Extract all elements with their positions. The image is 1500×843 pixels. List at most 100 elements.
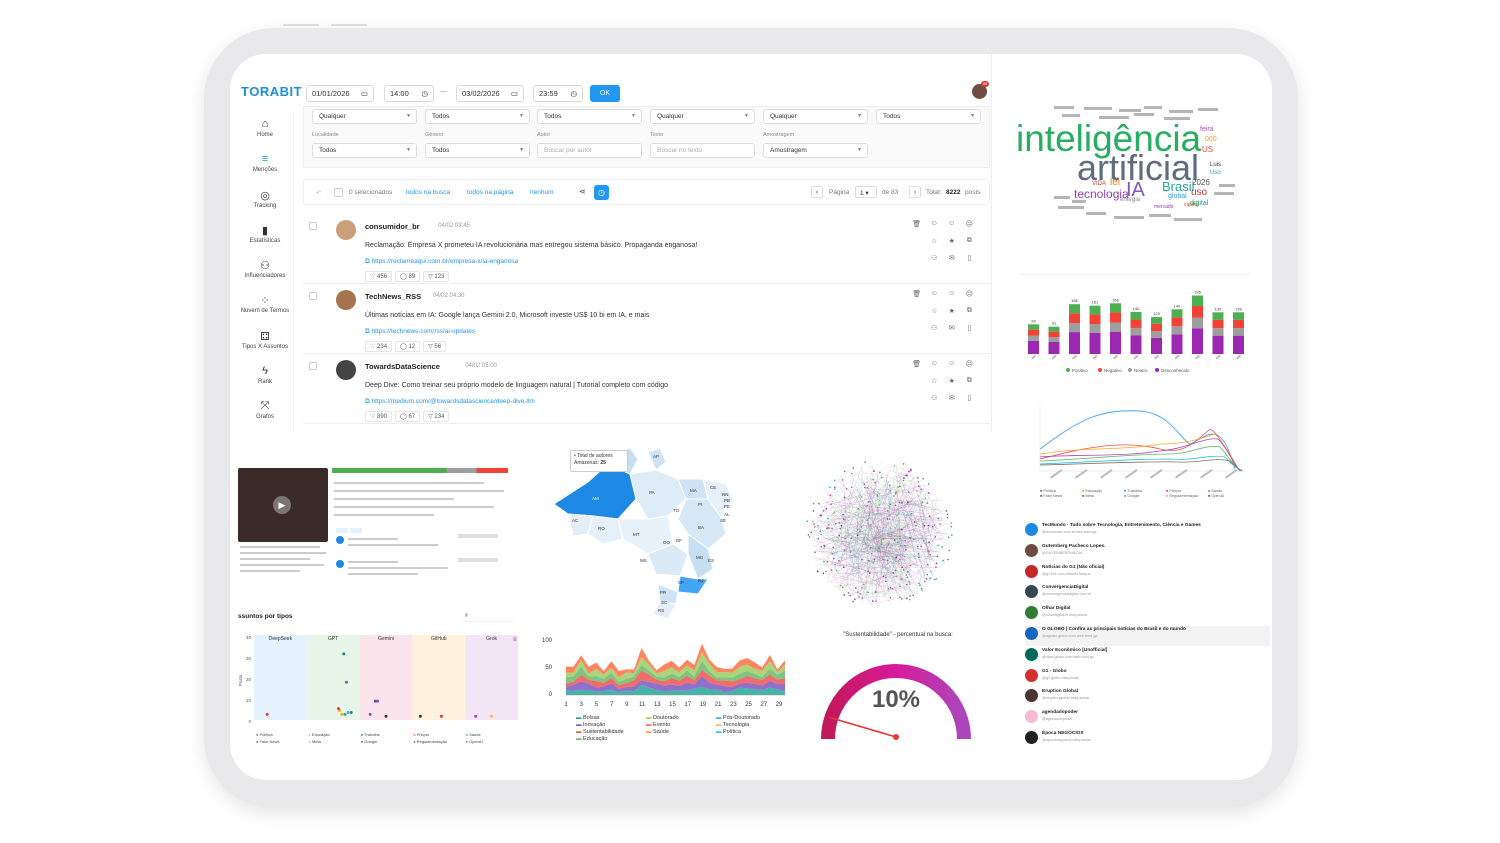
post-link[interactable]: ⧉ https://reclameaqui.com.br/empresa-x/i…: [365, 258, 518, 266]
star-outline-icon[interactable]: ☆: [931, 308, 938, 315]
sidebar-item-nuvem[interactable]: ⁘ Nuvem de Termos: [236, 294, 294, 314]
file-icon[interactable]: ▯: [967, 255, 972, 262]
select-all-checkbox[interactable]: [334, 188, 343, 197]
influencer-item[interactable]: Notícias do G1 (Não oficial) @g1.bot.nos.…: [1025, 564, 1270, 584]
neutral-icon[interactable]: ☺: [948, 360, 956, 367]
post-link[interactable]: ⧉ https://medium.com/@towardsdatascience…: [365, 398, 535, 406]
mail-icon[interactable]: ✉: [948, 395, 955, 402]
select-none-link[interactable]: nenhum: [530, 189, 554, 196]
next-page-button[interactable]: ›: [909, 186, 921, 198]
state-goias-ms[interactable]: [647, 543, 689, 577]
state-amapa[interactable]: [647, 447, 667, 471]
influencer-item[interactable]: G1 - Globo @g1.globo.bsky.brasil: [1025, 668, 1270, 688]
state-bahia-pi-to[interactable]: [677, 498, 727, 550]
select-all-page-link[interactable]: todos na página: [467, 189, 514, 196]
date-from-input[interactable]: 01/01/2026 ▭: [306, 85, 374, 102]
scatter-search-input[interactable]: #: [463, 611, 513, 622]
post-checkbox[interactable]: [309, 222, 317, 230]
sad-icon[interactable]: ☹: [965, 361, 973, 368]
filter-select[interactable]: Qualquer ▼: [763, 109, 868, 124]
undo-icon[interactable]: ↶: [316, 190, 322, 197]
select-all-search-link[interactable]: todos na busca: [406, 189, 451, 196]
author-avatar[interactable]: [336, 220, 356, 240]
sidebar-item-rank[interactable]: ϟ Rank: [236, 365, 294, 385]
gender-select[interactable]: Todos ▼: [425, 143, 530, 158]
star-icon[interactable]: ★: [948, 378, 955, 385]
play-icon[interactable]: ▶: [273, 496, 291, 514]
influencer-item[interactable]: ConvergenciaDigital @convergenciadigital.…: [1025, 584, 1270, 604]
state-para[interactable]: [629, 469, 687, 520]
smile-icon[interactable]: ☺: [930, 220, 938, 227]
influencer-item[interactable]: Olhar Digital @olhardigital.tii.bsky.soci…: [1025, 605, 1270, 625]
share-icon[interactable]: ⋖: [579, 187, 586, 196]
sidebar-item-mencoes[interactable]: ≡ Menções: [236, 153, 294, 173]
filter-select[interactable]: Todos ▼: [537, 109, 642, 124]
file-icon[interactable]: ▯: [967, 325, 972, 332]
ok-button[interactable]: OK: [590, 85, 620, 102]
author-avatar[interactable]: [336, 360, 356, 380]
star-outline-icon[interactable]: ☆: [931, 238, 938, 245]
neutral-icon[interactable]: ☺: [948, 220, 956, 227]
open-icon[interactable]: ⧉: [966, 377, 972, 384]
file-icon[interactable]: ▯: [967, 395, 972, 402]
post-author[interactable]: TechNews_RSS: [365, 292, 422, 301]
sidebar-item-estatisticas[interactable]: ▮ Estatísticas: [236, 224, 294, 244]
user-icon[interactable]: ⚇: [931, 395, 938, 402]
text-search-input[interactable]: Buscar no texto: [650, 143, 755, 158]
prev-page-button[interactable]: ‹: [811, 186, 823, 198]
author-avatar[interactable]: [336, 290, 356, 310]
date-to-input[interactable]: 03/02/2026 ▭: [456, 85, 524, 102]
post-checkbox[interactable]: [309, 292, 317, 300]
post-author[interactable]: TowardsDataScience: [365, 362, 440, 371]
open-icon[interactable]: ⧉: [966, 237, 972, 244]
sidebar-item-grafos[interactable]: ⤧ Grafos: [236, 400, 294, 420]
trash-icon[interactable]: 🗑: [912, 291, 922, 298]
influencer-item[interactable]: agendadopoder @agendadopoder: [1025, 709, 1270, 729]
trash-icon[interactable]: 🗑: [912, 361, 922, 368]
state-ne-cluster[interactable]: [702, 478, 734, 517]
filter-select[interactable]: Qualquer ▼: [650, 109, 755, 124]
influencer-item[interactable]: O GLOBO | Confira as principais notícias…: [1025, 626, 1270, 646]
star-outline-icon[interactable]: ☆: [931, 378, 938, 385]
state-amazonas[interactable]: [553, 463, 637, 520]
mail-icon[interactable]: ✉: [948, 325, 955, 332]
sampling-select[interactable]: Amostragem ▼: [763, 143, 868, 158]
smile-icon[interactable]: ☺: [930, 360, 938, 367]
post-checkbox[interactable]: [309, 362, 317, 370]
time-from-input[interactable]: 14:00 ◷: [384, 85, 434, 102]
influencer-item[interactable]: Valor Econômico [Unofficial] @valor.globo…: [1025, 647, 1270, 667]
sad-icon[interactable]: ☹: [965, 221, 973, 228]
filter-select[interactable]: Todos ▼: [876, 109, 981, 124]
location-select[interactable]: Todos ▼: [312, 143, 417, 158]
influencer-item[interactable]: Eruption Global @eruptionglobal.bsky.soci…: [1025, 688, 1270, 708]
neutral-icon[interactable]: ☺: [948, 290, 956, 297]
sidebar-item-influenciadores[interactable]: ⚇ Influenciadores: [236, 259, 294, 279]
state-rondonia[interactable]: [587, 515, 624, 545]
sidebar-item-home[interactable]: ⌂ Home: [236, 118, 294, 138]
filter-select[interactable]: Todos ▼: [425, 109, 530, 124]
author-search-input[interactable]: Buscar por autor: [537, 143, 642, 158]
user-icon[interactable]: ⚇: [931, 325, 938, 332]
user-avatar[interactable]: [972, 84, 987, 99]
influencer-item[interactable]: Gutemberg Pacheco Lopes. @GUTEMBERGMEDIA: [1025, 543, 1270, 563]
trash-icon[interactable]: 🗑: [912, 221, 922, 228]
sidebar-item-tipos[interactable]: ⚃ Tipos X Assuntos: [236, 330, 294, 350]
mail-icon[interactable]: ✉: [948, 255, 955, 262]
page-select[interactable]: 1 ▾: [855, 186, 877, 198]
menu-icon[interactable]: ≡: [513, 637, 517, 643]
user-icon[interactable]: ⚇: [931, 255, 938, 262]
time-to-input[interactable]: 23:59 ◷: [533, 85, 583, 102]
post-link[interactable]: ⧉ https://technews.com/rss/ai-updates: [365, 328, 475, 336]
post-author[interactable]: consumidor_br: [365, 222, 420, 231]
star-icon[interactable]: ★: [948, 238, 955, 245]
star-icon[interactable]: ★: [948, 308, 955, 315]
sad-icon[interactable]: ☹: [965, 291, 973, 298]
state-sao-paulo[interactable]: [677, 575, 709, 595]
clock-button[interactable]: ◷: [594, 185, 609, 200]
filter-select[interactable]: Qualquer ▼: [312, 109, 417, 124]
state-minas-gerais[interactable]: [687, 533, 714, 580]
sidebar-item-tracking[interactable]: ◎ Tracking: [236, 189, 294, 209]
smile-icon[interactable]: ☺: [930, 290, 938, 297]
video-thumbnail[interactable]: ▶: [238, 468, 328, 542]
open-icon[interactable]: ⧉: [966, 307, 972, 314]
